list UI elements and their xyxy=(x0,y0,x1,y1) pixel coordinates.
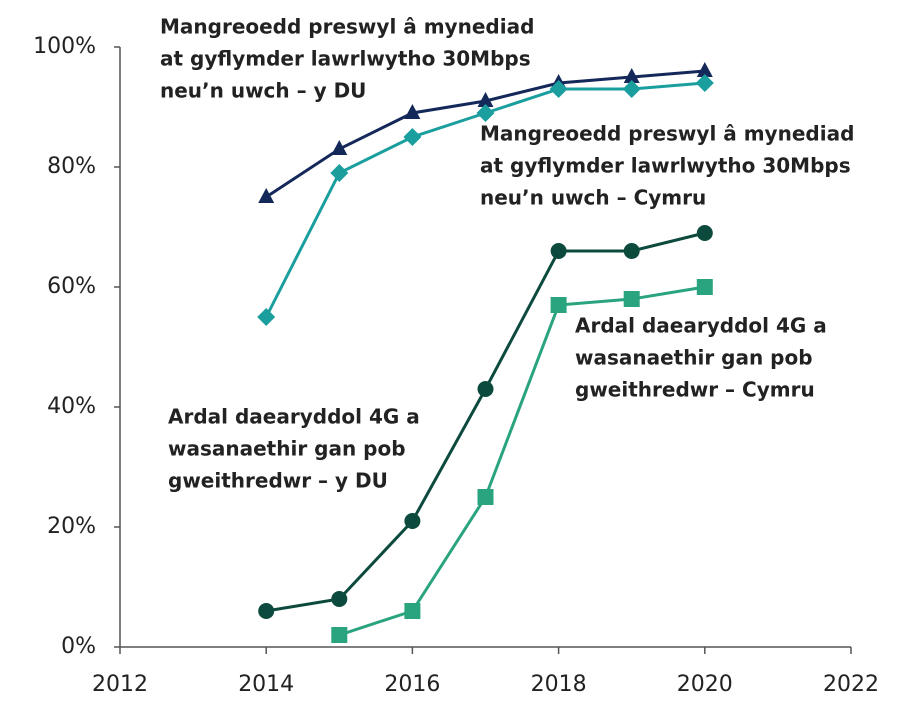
x-tick-label: 2020 xyxy=(677,672,733,697)
x-tick-label: 2022 xyxy=(823,672,879,697)
marker xyxy=(695,74,714,92)
marker xyxy=(696,225,713,241)
series: Ardal daearyddol 4G a wasanaethir gan pob… xyxy=(168,225,713,619)
marker xyxy=(550,297,567,313)
marker xyxy=(476,104,495,122)
marker xyxy=(404,104,421,119)
series-label: Mangreoedd preswyl â mynediad xyxy=(480,122,854,146)
series-label: gweithredwr – Cymru xyxy=(575,378,815,402)
marker xyxy=(257,308,276,326)
series-label: Ardal daearyddol 4G a xyxy=(575,314,827,338)
y-tick-label: 80% xyxy=(47,154,96,179)
series-label: at gyflymder lawrlwytho 30Mbps xyxy=(160,47,531,71)
marker xyxy=(477,381,494,397)
marker xyxy=(623,291,640,307)
y-tick-label: 40% xyxy=(47,394,96,419)
x-tick-label: 2012 xyxy=(92,672,148,697)
y-tick-label: 20% xyxy=(47,514,96,539)
x-tick-label: 2018 xyxy=(531,672,587,697)
y-tick-label: 0% xyxy=(61,634,96,659)
marker xyxy=(331,591,348,607)
y-tick-label: 60% xyxy=(47,274,96,299)
series-label: neu’n uwch – y DU xyxy=(160,79,366,103)
marker xyxy=(330,164,349,182)
marker xyxy=(477,489,494,505)
x-tick-label: 2014 xyxy=(238,672,294,697)
marker xyxy=(403,128,422,146)
marker xyxy=(623,243,640,259)
series-label: Mangreoedd preswyl â mynediad xyxy=(160,15,534,39)
marker xyxy=(549,80,568,98)
series-label: wasanaethir gan pob xyxy=(575,346,813,370)
series-label: at gyflymder lawrlwytho 30Mbps xyxy=(480,154,851,178)
series-label: Ardal daearyddol 4G a xyxy=(168,405,420,429)
marker xyxy=(550,243,567,259)
marker xyxy=(696,62,713,77)
marker xyxy=(477,92,494,107)
marker xyxy=(623,68,640,83)
series-label: wasanaethir gan pob xyxy=(168,437,406,461)
series: Mangreoedd preswyl â mynediad at gyflymde… xyxy=(257,74,854,326)
y-tick-label: 100% xyxy=(33,34,96,59)
x-tick-label: 2016 xyxy=(384,672,440,697)
marker xyxy=(331,140,348,155)
marker xyxy=(258,603,275,619)
marker xyxy=(404,603,421,619)
marker xyxy=(331,627,348,643)
series-line xyxy=(338,285,706,637)
marker xyxy=(622,80,641,98)
series: Ardal daearyddol 4G a wasanaethir gan pob… xyxy=(331,279,827,643)
marker xyxy=(404,513,421,529)
series-label: neu’n uwch – Cymru xyxy=(480,186,706,210)
series: Mangreoedd preswyl â mynediad at gyflymde… xyxy=(160,15,713,203)
marker xyxy=(696,279,713,295)
series-label: gweithredwr – y DU xyxy=(168,469,388,493)
marker xyxy=(258,188,275,203)
